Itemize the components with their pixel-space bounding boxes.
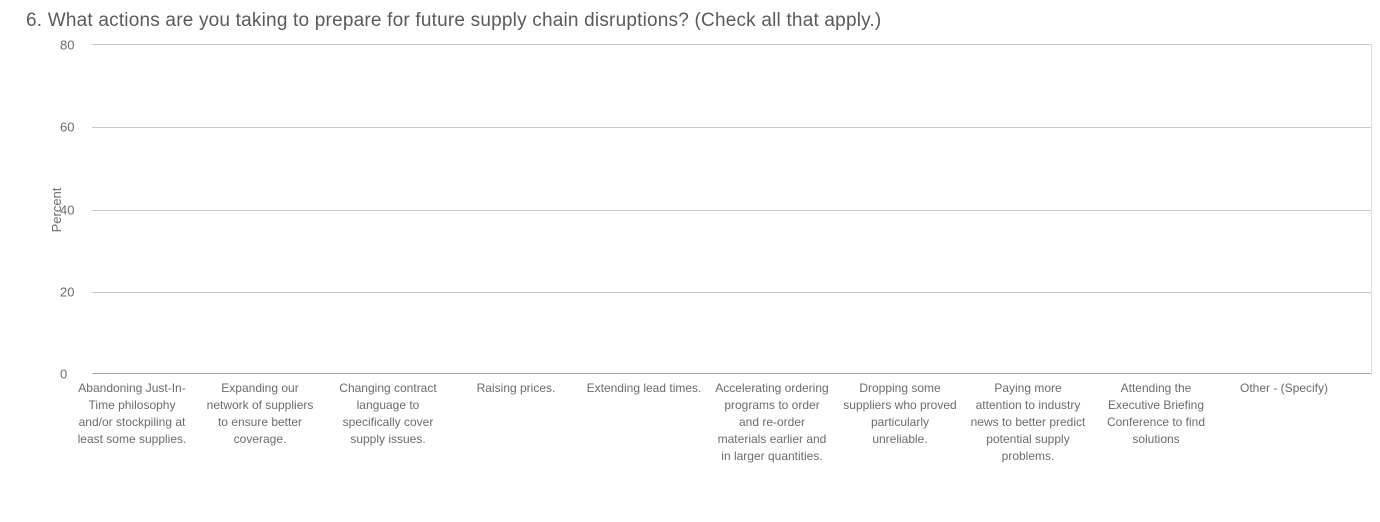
grid-line bbox=[92, 210, 1371, 211]
x-labels-row: Abandoning Just-In-Time philosophy and/o… bbox=[68, 380, 1348, 465]
x-category-label: Expanding our network of suppliers to en… bbox=[196, 380, 324, 465]
x-category-label: Dropping some suppliers who proved parti… bbox=[836, 380, 964, 465]
y-tick-label: 60 bbox=[60, 120, 74, 135]
x-category-label: Attending the Executive Briefing Confere… bbox=[1092, 380, 1220, 465]
y-tick-label: 20 bbox=[60, 284, 74, 299]
grid-line bbox=[92, 292, 1371, 293]
chart-title: 6. What actions are you taking to prepar… bbox=[26, 10, 1356, 32]
chart-container: 6. What actions are you taking to prepar… bbox=[0, 0, 1380, 522]
x-category-label: Other - (Specify) bbox=[1220, 380, 1348, 465]
y-tick-label: 80 bbox=[60, 38, 74, 53]
plot-area: Percent 020406080 bbox=[92, 44, 1372, 374]
x-category-label: Changing contract language to specifical… bbox=[324, 380, 452, 465]
y-tick-label: 40 bbox=[60, 202, 74, 217]
x-category-label: Abandoning Just-In-Time philosophy and/o… bbox=[68, 380, 196, 465]
x-category-label: Accelerating ordering programs to order … bbox=[708, 380, 836, 465]
x-category-label: Extending lead times. bbox=[580, 380, 708, 465]
y-tick-label: 0 bbox=[60, 367, 67, 382]
x-category-label: Paying more attention to industry news t… bbox=[964, 380, 1092, 465]
grid-line bbox=[92, 127, 1371, 128]
x-category-label: Raising prices. bbox=[452, 380, 580, 465]
